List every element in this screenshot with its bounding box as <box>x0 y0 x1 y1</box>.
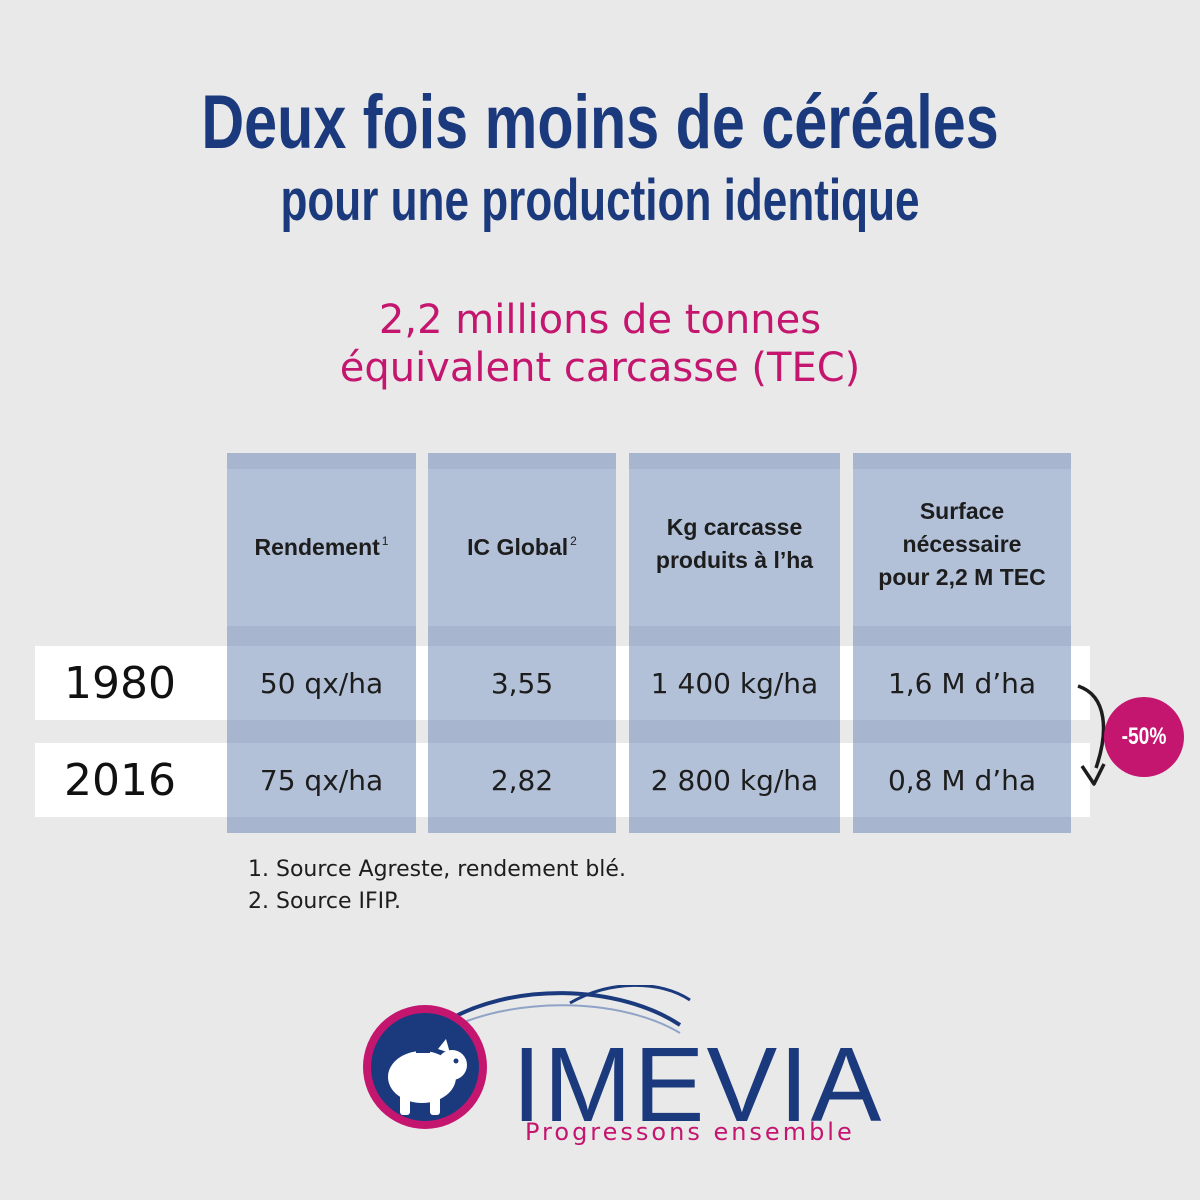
column-separator-band <box>853 626 1071 646</box>
footnote-2: 2. Source IFIP. <box>248 889 402 914</box>
column-separator-band <box>227 817 416 833</box>
footnote-ref: 2 <box>570 533 577 548</box>
column-header-line: IC Global 2 <box>467 525 577 564</box>
page-title: Deux fois moins de céréales <box>201 80 999 165</box>
column-top-band <box>227 453 416 469</box>
footnote-1: 1. Source Agreste, rendement blé. <box>248 857 626 882</box>
column-separator-band <box>428 817 616 833</box>
column-header: Surface nécessaire pour 2,2 M TEC <box>853 469 1071 619</box>
column-separator-band <box>428 720 616 743</box>
column-header-text: Surface <box>919 497 1005 524</box>
column-header-text: Rendement <box>254 533 380 560</box>
table-cell: 0,8 M d’ha <box>853 743 1071 817</box>
column-header: Kg carcasse produits à l’ha <box>629 469 840 619</box>
year-label-2016: 2016 <box>64 754 176 806</box>
table-cell: 2,82 <box>428 743 616 817</box>
column-separator-band <box>629 626 840 646</box>
column-separator-band <box>853 720 1071 743</box>
column-header-line: Rendement 1 <box>255 525 389 564</box>
logo-wordmark: IMEVIA <box>512 1026 884 1144</box>
piggy-bank-icon <box>388 1039 467 1115</box>
table-cell: 1,6 M d’ha <box>853 646 1071 720</box>
column-header-line: produits à l’ha <box>656 544 813 577</box>
column-header-line: Surface <box>878 495 1045 528</box>
change-badge: -50% <box>1104 697 1184 777</box>
column-header-line: nécessaire <box>878 528 1045 561</box>
column-separator-band <box>629 817 840 833</box>
column-header-text: produits à l’ha <box>655 547 814 573</box>
column-header-text: Kg carcasse <box>666 514 803 540</box>
table-cell: 3,55 <box>428 646 616 720</box>
table-cell: 75 qx/ha <box>227 743 416 817</box>
column-separator-band <box>227 720 416 743</box>
column-header-text: pour 2,2 M TEC <box>878 563 1046 590</box>
column-top-band <box>428 453 616 469</box>
column-header: IC Global 2 <box>428 469 616 619</box>
column-separator-band <box>428 626 616 646</box>
column-header-line: pour 2,2 M TEC <box>878 561 1045 594</box>
table-cell: 2 800 kg/ha <box>629 743 840 817</box>
column-separator-band <box>629 720 840 743</box>
table-cell: 50 qx/ha <box>227 646 416 720</box>
table-cell: 1 400 kg/ha <box>629 646 840 720</box>
column-top-band <box>853 453 1071 469</box>
logo-tagline: Progressons ensemble <box>525 1118 855 1146</box>
column-separator-band <box>853 817 1071 833</box>
decrease-arrow-icon <box>1077 684 1106 786</box>
logo-graphic <box>363 985 691 1129</box>
highlight-line-1: 2,2 millions de tonnes <box>378 297 822 343</box>
year-label-1980: 1980 <box>64 657 176 709</box>
column-top-band <box>629 453 840 469</box>
page-subtitle: pour une production identique <box>280 168 920 233</box>
footnote-ref: 1 <box>381 533 389 548</box>
column-separator-band <box>227 626 416 646</box>
column-header: Rendement 1 <box>227 469 416 619</box>
column-header-text: IC Global <box>467 533 569 560</box>
highlight-line-2: équivalent carcasse (TEC) <box>339 345 861 391</box>
column-header-line: Kg carcasse <box>656 511 813 544</box>
column-header-text: nécessaire <box>902 530 1022 557</box>
